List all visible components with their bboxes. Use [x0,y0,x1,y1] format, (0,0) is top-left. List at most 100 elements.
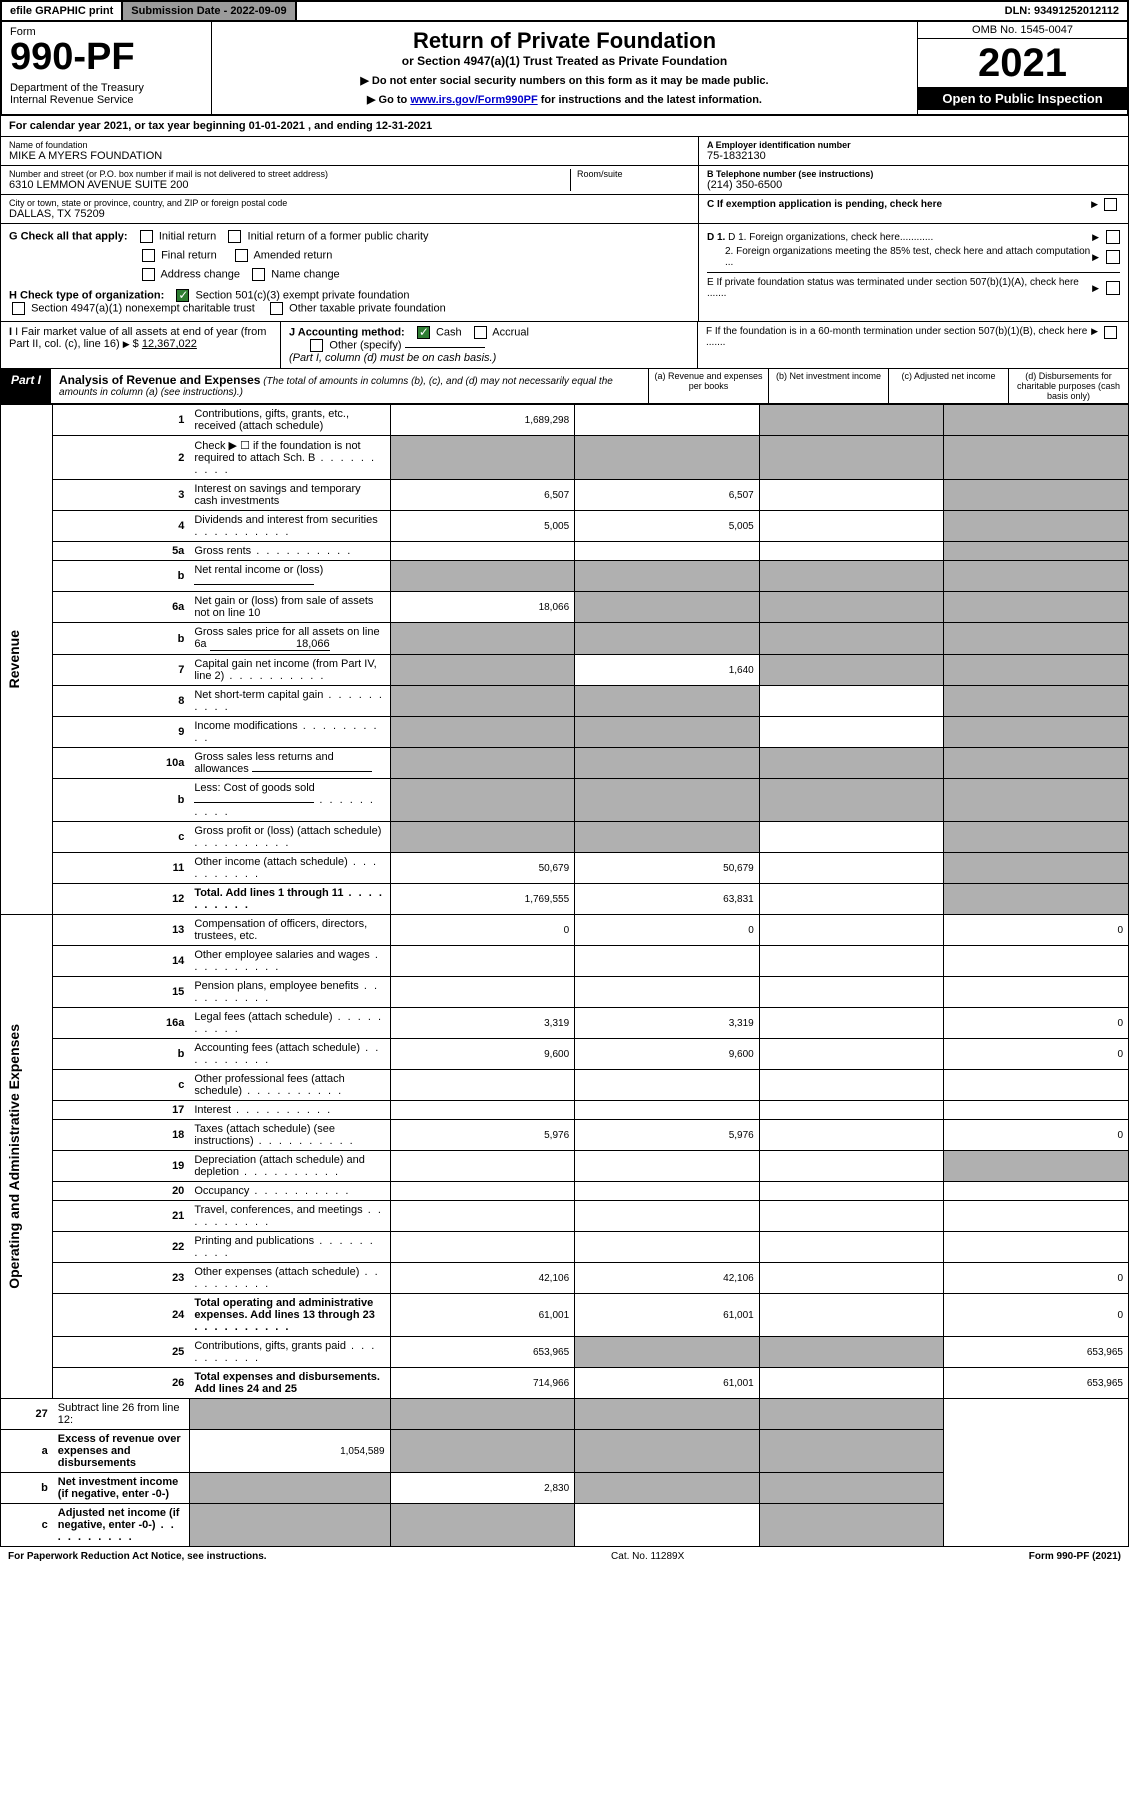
checkbox-d2[interactable] [1106,250,1120,264]
checkbox-final[interactable] [142,249,155,262]
checkbox-e[interactable] [1106,281,1120,295]
checkbox-amended[interactable] [235,249,248,262]
cell-shaded [575,717,760,748]
line-no: 15 [53,977,190,1008]
cell-value: 61,001 [575,1368,760,1399]
cell-value: 653,965 [944,1368,1129,1399]
line-desc: Total. Add lines 1 through 11 [189,884,390,915]
line-no: 16a [53,1008,190,1039]
table-row: bNet rental income or (loss) [1,561,1129,592]
checkbox-501c3[interactable] [176,289,189,302]
table-row: 8Net short-term capital gain [1,686,1129,717]
line-no: 20 [53,1182,190,1201]
line-no: 26 [53,1368,190,1399]
line-no: 8 [53,686,190,717]
cell-shaded [759,623,944,655]
line-no: 13 [53,915,190,946]
omb-number: OMB No. 1545-0047 [918,22,1127,39]
table-row: cGross profit or (loss) (attach schedule… [1,822,1129,853]
table-row: 23Other expenses (attach schedule)42,106… [1,1263,1129,1294]
cell-shaded [759,1337,944,1368]
checkbox-other[interactable] [310,339,323,352]
cell-value [759,1070,944,1101]
line-desc: Interest on savings and temporary cash i… [189,480,390,511]
cell-shaded [390,686,575,717]
line-desc: Gross sales less returns and allowances [189,748,390,779]
checkbox-c[interactable] [1104,198,1117,211]
cell-value: 3,319 [390,1008,575,1039]
cell-shaded [759,655,944,686]
checkbox-f[interactable] [1104,326,1117,339]
checkbox-address[interactable] [142,268,155,281]
cell-value: 653,965 [944,1337,1129,1368]
line-no: 18 [53,1120,190,1151]
cell-shaded [575,779,760,822]
header-left: Form 990-PF Department of the Treasury I… [2,22,212,114]
cell-value [759,853,944,884]
line-desc: Total operating and administrative expen… [189,1294,390,1337]
arrow-icon [1091,326,1101,348]
irs-link[interactable]: www.irs.gov/Form990PF [410,94,537,106]
cell-shaded [390,779,575,822]
note-2: ▶ Go to www.irs.gov/Form990PF for instru… [222,93,907,106]
cell-shaded [944,853,1129,884]
f-section: F If the foundation is in a 60-month ter… [698,322,1128,368]
part1-table: Revenue1Contributions, gifts, grants, et… [0,404,1129,1547]
part-tag: Part I [1,369,51,403]
cell-value [759,1182,944,1201]
table-row: cOther professional fees (attach schedul… [1,1070,1129,1101]
line-no: 11 [53,853,190,884]
table-row: 2Check ▶ ☐ if the foundation is not requ… [1,436,1129,480]
cell-value [759,717,944,748]
line-no: b [53,1039,190,1070]
line-no: a [1,1430,53,1473]
cell-value: 61,001 [390,1294,575,1337]
cell-value [759,1368,944,1399]
column-headers: (a) Revenue and expenses per books (b) N… [648,369,1128,403]
line-no: 25 [53,1337,190,1368]
cell-value: 2,830 [390,1473,575,1504]
checkbox-name[interactable] [252,268,265,281]
checkbox-cash[interactable] [417,326,430,339]
line-desc: Compensation of officers, directors, tru… [189,915,390,946]
i-section: I I Fair market value of all assets at e… [1,322,281,368]
table-row: 10aGross sales less returns and allowanc… [1,748,1129,779]
cell-shaded [390,1504,575,1547]
cell-value: 0 [575,915,760,946]
table-row: bNet investment income (if negative, ent… [1,1473,1129,1504]
cell-shaded [944,717,1129,748]
checkbox-accrual[interactable] [474,326,487,339]
dept-label: Department of the Treasury Internal Reve… [10,82,203,106]
line-no: 24 [53,1294,190,1337]
cell-shaded [390,822,575,853]
cell-value: 1,640 [575,655,760,686]
cell-value [759,1008,944,1039]
cell-shaded [759,779,944,822]
cell-shaded [944,822,1129,853]
cell-value [390,1232,575,1263]
checkbox-4947[interactable] [12,302,25,315]
arrow-icon [1092,283,1102,294]
cell-shaded [944,561,1129,592]
line-no: 6a [53,592,190,623]
cell-value [944,1182,1129,1201]
line-no: 2 [53,436,190,480]
checkbox-initial[interactable] [140,230,153,243]
check-grid: G Check all that apply: Initial return I… [0,224,1129,322]
line-desc: Travel, conferences, and meetings [189,1201,390,1232]
cell-shaded [944,592,1129,623]
part1-header: Part I Analysis of Revenue and Expenses … [0,369,1129,404]
checkbox-other-tax[interactable] [270,302,283,315]
spacer [297,8,997,14]
cell-value [944,977,1129,1008]
checkbox-d1[interactable] [1106,230,1120,244]
table-row: 24Total operating and administrative exp… [1,1294,1129,1337]
form-number: 990-PF [10,38,203,76]
cell-value [944,946,1129,977]
cell-shaded [189,1399,390,1430]
line-no: 21 [53,1201,190,1232]
checkbox-initial-former[interactable] [228,230,241,243]
phone-cell: B Telephone number (see instructions) (2… [699,166,1128,195]
table-row: 22Printing and publications [1,1232,1129,1263]
part-title: Analysis of Revenue and Expenses (The to… [51,369,648,403]
